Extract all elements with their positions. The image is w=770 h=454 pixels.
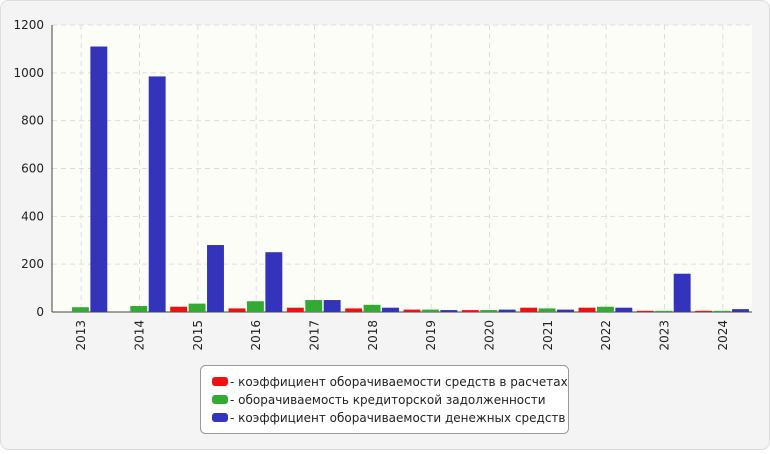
x-tick-label: 2021 xyxy=(541,320,555,351)
bar xyxy=(345,308,363,312)
x-tick-label: 2013 xyxy=(74,320,88,351)
bar xyxy=(636,310,654,312)
bar xyxy=(440,310,458,312)
bar xyxy=(538,308,556,312)
bar xyxy=(130,306,148,312)
bar xyxy=(170,306,188,312)
plot-area xyxy=(52,25,752,312)
bar xyxy=(71,307,89,312)
bar xyxy=(695,310,713,312)
bar xyxy=(286,307,304,312)
bar xyxy=(265,252,283,312)
y-tick-label: 0 xyxy=(36,305,44,319)
bar xyxy=(323,300,341,312)
bar xyxy=(363,304,381,312)
y-tick-label: 1000 xyxy=(13,66,44,80)
bar xyxy=(596,306,614,312)
legend-swatch xyxy=(212,377,228,386)
bar xyxy=(498,309,516,312)
bar xyxy=(713,310,731,312)
x-tick-label: 2019 xyxy=(424,320,438,351)
bar xyxy=(578,307,596,312)
x-tick-label: 2022 xyxy=(599,320,613,351)
x-tick-label: 2016 xyxy=(249,320,263,351)
x-tick-label: 2023 xyxy=(658,320,672,351)
x-tick-label: 2015 xyxy=(191,320,205,351)
bar xyxy=(90,46,108,313)
bar xyxy=(148,76,166,312)
bar xyxy=(207,245,224,312)
legend-swatch xyxy=(212,413,228,422)
bar xyxy=(403,309,421,312)
x-tick-label: 2018 xyxy=(366,320,380,351)
bar xyxy=(732,309,749,312)
bar xyxy=(246,301,264,312)
bar xyxy=(673,273,691,312)
x-tick-label: 2014 xyxy=(133,320,147,351)
bar xyxy=(615,307,633,312)
legend-label: - коэффициент оборачиваемости денежных с… xyxy=(230,411,566,425)
bar xyxy=(421,309,439,312)
y-tick-label: 200 xyxy=(21,257,44,271)
bar xyxy=(461,310,479,312)
x-tick-label: 2024 xyxy=(716,320,730,351)
legend-label: - коэффициент оборачиваемости средств в … xyxy=(230,375,568,389)
bar xyxy=(655,310,673,312)
bar xyxy=(520,307,538,312)
x-tick-label: 2020 xyxy=(483,320,497,351)
legend-label: - оборачиваемость кредиторской задолженн… xyxy=(230,393,546,407)
x-tick-label: 2017 xyxy=(308,320,322,351)
bar xyxy=(480,310,498,312)
legend xyxy=(200,365,569,434)
bar xyxy=(228,308,246,312)
bar xyxy=(382,307,399,312)
bar xyxy=(305,300,323,312)
bar xyxy=(188,303,206,312)
y-tick-label: 400 xyxy=(21,209,44,223)
legend-swatch xyxy=(212,395,228,404)
y-tick-label: 600 xyxy=(21,162,44,176)
bar xyxy=(557,309,574,312)
y-tick-label: 800 xyxy=(21,114,44,128)
y-tick-label: 1200 xyxy=(13,18,44,32)
